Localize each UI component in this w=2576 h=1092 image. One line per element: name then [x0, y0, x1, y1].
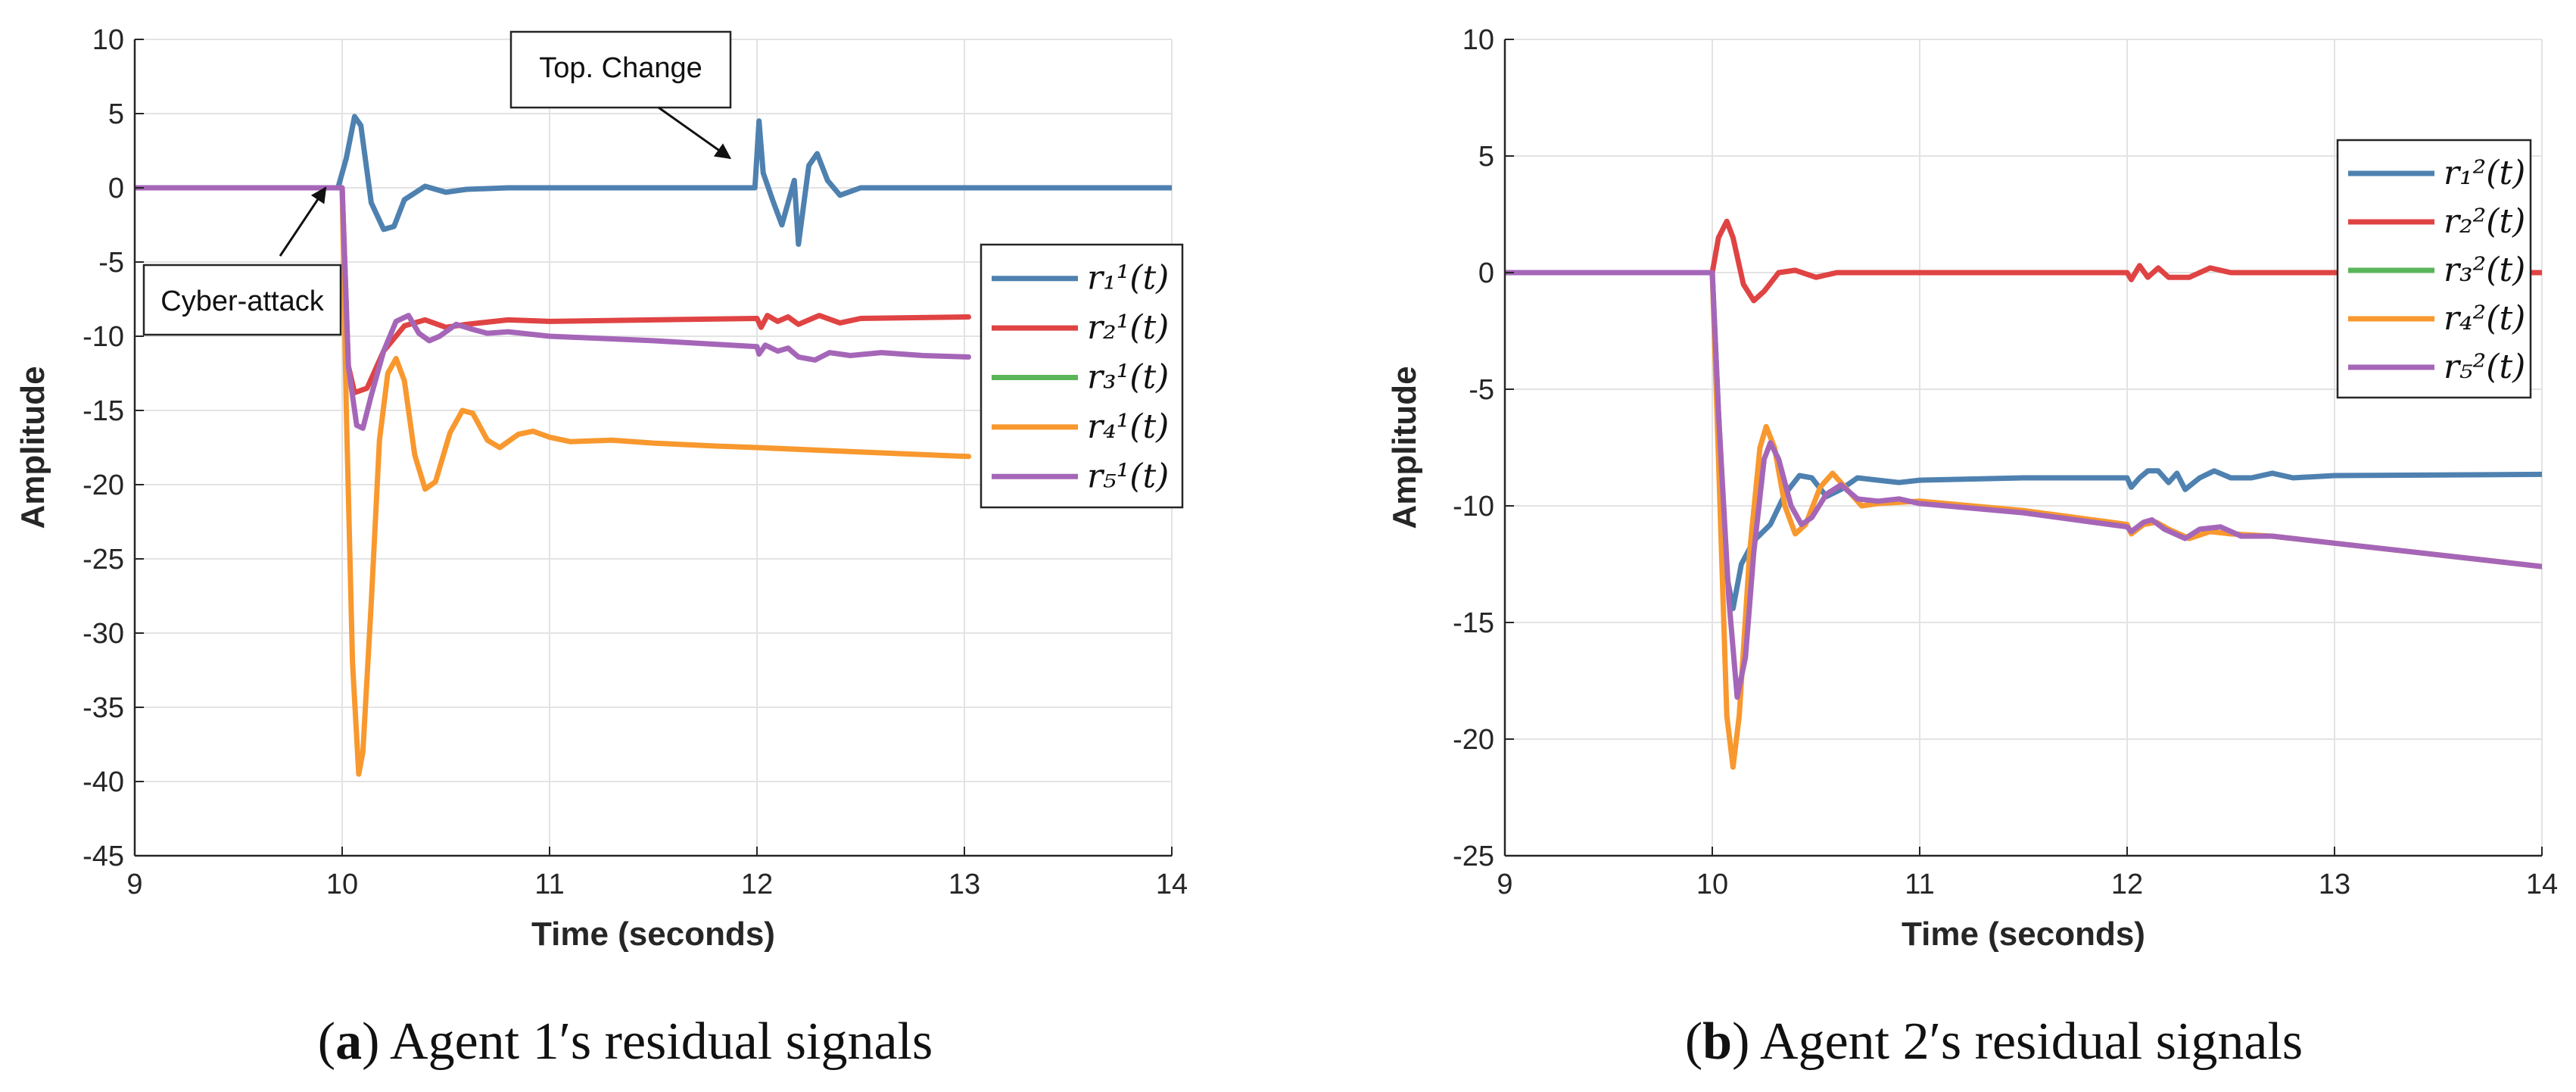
y-axis-label: Amplitude [14, 366, 51, 529]
caption-b: (b) Agent 2′s residual signals [1685, 1012, 2303, 1071]
series-line-r5-2 [1505, 270, 2542, 700]
y-tick-label: -20 [83, 470, 124, 501]
legend: r₁¹(t) r₂¹(t) r₃¹(t) r₄¹(t) r₅¹(t) [980, 243, 1184, 509]
annotation-box [142, 264, 342, 336]
legend: r₁²(t) r₂²(t) r₃²(t) r₄²(t) r₅²(t) [2336, 139, 2532, 399]
series-line-r1-1 [135, 114, 1172, 247]
y-axis-label: Amplitude [1386, 366, 1423, 529]
annotation-text: Cyber-attack [160, 285, 324, 317]
legend-label-r2-1: r₂¹(t) [1087, 308, 1169, 347]
y-tick-label: -35 [83, 692, 124, 724]
y-tick-label: 5 [1478, 141, 1494, 173]
x-tick-label: 10 [326, 869, 358, 900]
legend-label-r5-2: r₅²(t) [2444, 348, 2525, 386]
annotation-arrow [279, 186, 327, 257]
y-tick-label: -5 [1469, 374, 1494, 406]
y-tick-label: 0 [1478, 257, 1494, 289]
x-tick-label: 12 [741, 869, 773, 900]
y-tick-label: -40 [83, 766, 124, 798]
x-axis-label: Time (seconds) [531, 916, 775, 953]
x-tick-label: 9 [1497, 869, 1512, 900]
y-tick-label: -30 [83, 618, 124, 650]
y-tick-label: -15 [83, 395, 124, 427]
legend-label-r1-2: r₁²(t) [2444, 154, 2525, 192]
y-tick-label: 5 [108, 98, 124, 130]
series-line-r2-1 [135, 185, 971, 395]
y-tick-label: -25 [1453, 841, 1494, 872]
annotation: Cyber-attack [142, 186, 342, 336]
legend-label-r1-1: r₁¹(t) [1087, 259, 1169, 298]
panel-a-chart: 9 10 11 12 13 14 10 5 0 -5 -10 -15 -20 -25 -30 -35 -40 -4… [14, 24, 1188, 953]
annotation: Top. Change [509, 30, 732, 160]
x-tick-label: 9 [126, 869, 142, 900]
y-tick-label: -5 [98, 247, 124, 279]
legend-label-r3-2: r₃²(t) [2444, 251, 2525, 289]
legend-label-r2-2: r₂²(t) [2444, 202, 2525, 241]
annotation-arrow [658, 106, 732, 160]
legend-label-r3-1: r₃¹(t) [1087, 358, 1169, 397]
y-tick-label: 0 [108, 173, 124, 204]
x-tick-label: 14 [1156, 869, 1188, 900]
x-tick-label: 11 [534, 869, 564, 900]
legend-label-r4-2: r₄²(t) [2444, 299, 2525, 338]
legend-label-r5-1: r₅¹(t) [1087, 457, 1169, 495]
x-tick-label: 10 [1696, 869, 1728, 900]
series-line-r2-2 [1505, 218, 2542, 304]
x-tick-label: 12 [2111, 869, 2143, 900]
x-tick-label: 14 [2526, 869, 2558, 900]
y-tick-label: -10 [1453, 491, 1494, 523]
y-tick-label: -45 [83, 841, 124, 872]
x-tick-label: 11 [1905, 869, 1934, 900]
series-line-r4-1 [135, 185, 971, 777]
caption-a: (a) Agent 1′s residual signals [318, 1012, 933, 1071]
annotation-text: Top. Change [539, 52, 702, 84]
series-line-r5-1 [135, 185, 971, 431]
y-tick-label: -25 [83, 544, 124, 576]
annotation-box [509, 30, 732, 109]
y-tick-label: -20 [1453, 724, 1494, 756]
x-tick-label: 13 [2319, 869, 2350, 900]
legend-label-r4-1: r₄¹(t) [1087, 407, 1169, 446]
y-tick-label: 10 [92, 24, 124, 56]
panel-b-chart: 9 10 11 12 13 14 10 5 0 -5 -10 -15 -20 -25 Time (secon… [1386, 24, 2558, 953]
y-tick-label: 10 [1462, 24, 1494, 56]
y-tick-label: -15 [1453, 607, 1494, 639]
x-tick-label: 13 [948, 869, 980, 900]
y-tick-label: -10 [83, 321, 124, 353]
x-axis-label: Time (seconds) [1902, 916, 2145, 953]
